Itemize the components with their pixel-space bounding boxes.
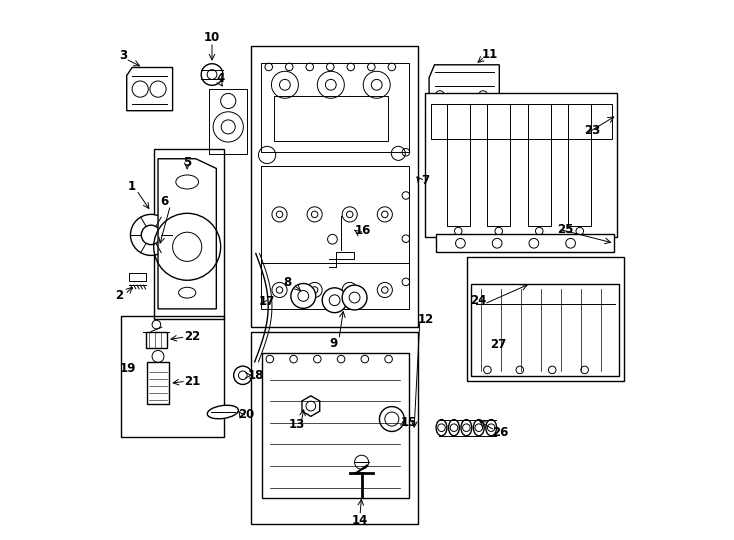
Bar [251,46,418,327]
Ellipse shape [436,420,447,436]
Ellipse shape [207,405,239,419]
Text: 17: 17 [259,295,275,308]
Text: 15: 15 [400,416,417,429]
Bar [471,284,619,376]
Ellipse shape [461,420,472,436]
Bar [431,104,611,139]
Circle shape [322,288,347,313]
Text: 9: 9 [330,338,338,350]
Text: 12: 12 [417,313,434,326]
Text: 25: 25 [558,223,574,236]
Polygon shape [302,396,320,416]
Text: 1: 1 [128,180,137,193]
Text: 19: 19 [120,362,136,375]
Ellipse shape [448,420,459,436]
Text: 13: 13 [288,418,305,431]
Text: 24: 24 [470,294,487,307]
Circle shape [201,64,223,85]
Bar [568,104,591,226]
Text: 21: 21 [184,375,200,388]
Circle shape [291,284,316,308]
Text: 27: 27 [490,338,506,351]
Text: 11: 11 [482,48,498,60]
Bar [436,234,614,252]
Text: 2: 2 [116,289,124,302]
Bar [447,104,470,226]
Ellipse shape [473,420,484,436]
Bar [467,256,623,381]
Bar [528,104,550,226]
Text: 22: 22 [184,330,200,343]
Bar [274,96,388,141]
Polygon shape [429,65,499,104]
Bar [261,166,409,309]
Text: 10: 10 [204,31,220,44]
Circle shape [355,455,368,469]
Polygon shape [158,159,217,309]
Text: 8: 8 [283,276,291,289]
Bar [153,148,224,319]
Text: 23: 23 [584,124,601,137]
Bar [425,93,617,237]
Bar [487,104,510,226]
Text: 3: 3 [119,49,127,62]
Polygon shape [127,68,172,111]
Text: 26: 26 [493,426,509,438]
Text: 20: 20 [238,408,254,421]
Circle shape [342,285,367,310]
Circle shape [131,214,172,255]
Bar [261,63,409,152]
Bar [147,362,170,404]
Bar [145,332,167,348]
Text: 4: 4 [216,72,225,85]
Bar [129,273,145,281]
Text: 14: 14 [352,514,368,527]
Text: 7: 7 [421,174,429,187]
Text: 5: 5 [183,156,192,168]
Bar [251,332,418,524]
Text: 16: 16 [355,224,371,237]
Bar [121,316,224,437]
Ellipse shape [486,420,497,436]
Text: 6: 6 [160,195,168,208]
Text: 18: 18 [248,369,264,382]
Bar [262,353,409,498]
